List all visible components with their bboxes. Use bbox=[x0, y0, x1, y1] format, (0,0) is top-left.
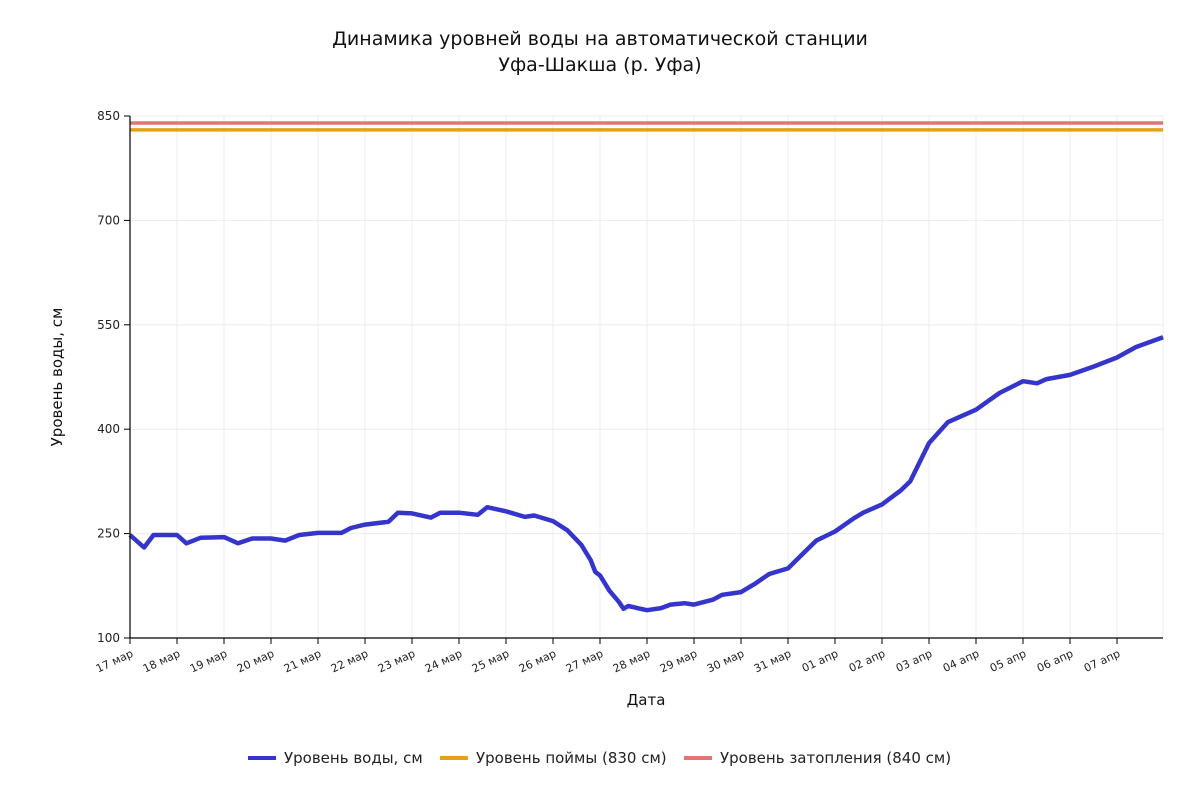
x-tick-label: 31 мар bbox=[752, 647, 793, 675]
y-tick-label: 850 bbox=[97, 109, 120, 123]
legend-label-floodplain: Уровень поймы (830 см) bbox=[476, 749, 667, 767]
x-tick-label: 01 апр bbox=[800, 647, 840, 675]
x-tick-label: 26 мар bbox=[517, 647, 558, 675]
x-tick-label: 03 апр bbox=[894, 647, 934, 675]
grid bbox=[129, 115, 1164, 639]
chart-title-line2: Уфа-Шакша (р. Уфа) bbox=[498, 54, 701, 76]
legend-label-water: Уровень воды, см bbox=[284, 749, 423, 767]
x-tick-label: 17 мар bbox=[94, 647, 135, 675]
x-tick-label: 18 мар bbox=[141, 647, 182, 675]
legend-label-flooding: Уровень затопления (840 см) bbox=[720, 749, 951, 767]
x-axis-label: Дата bbox=[627, 691, 666, 709]
legend: Уровень воды, см Уровень поймы (830 см) … bbox=[248, 749, 951, 767]
x-tick-label: 22 мар bbox=[329, 647, 370, 675]
x-tick-label: 24 мар bbox=[423, 647, 464, 675]
x-tick-label: 23 мар bbox=[376, 647, 417, 675]
y-tick-label: 700 bbox=[97, 213, 120, 227]
y-tick-label: 100 bbox=[97, 631, 120, 645]
y-tick-label: 250 bbox=[97, 527, 120, 541]
water-level-line bbox=[128, 335, 1164, 613]
x-tick-label: 04 апр bbox=[941, 647, 981, 675]
y-tick-label: 550 bbox=[97, 318, 120, 332]
x-tick-label: 05 апр bbox=[988, 647, 1028, 675]
x-tick-label: 20 мар bbox=[235, 647, 276, 675]
x-tick-label: 29 мар bbox=[658, 647, 699, 675]
x-tick-label: 06 апр bbox=[1035, 647, 1075, 675]
x-tick-label: 19 мар bbox=[188, 647, 229, 675]
x-tick-label: 30 мар bbox=[705, 647, 746, 675]
series bbox=[128, 121, 1164, 613]
x-tick-label: 25 мар bbox=[470, 647, 511, 675]
x-tick-label: 28 мар bbox=[611, 647, 652, 675]
x-tick-label: 27 мар bbox=[564, 647, 605, 675]
x-tick-label: 07 апр bbox=[1082, 647, 1122, 675]
chart-title-line1: Динамика уровней воды на автоматической … bbox=[332, 28, 868, 50]
x-tick-label: 21 мар bbox=[282, 647, 323, 675]
y-tick-label: 400 bbox=[97, 422, 120, 436]
y-axis-label: Уровень воды, см bbox=[48, 308, 66, 447]
x-tick-label: 02 апр bbox=[847, 647, 887, 675]
